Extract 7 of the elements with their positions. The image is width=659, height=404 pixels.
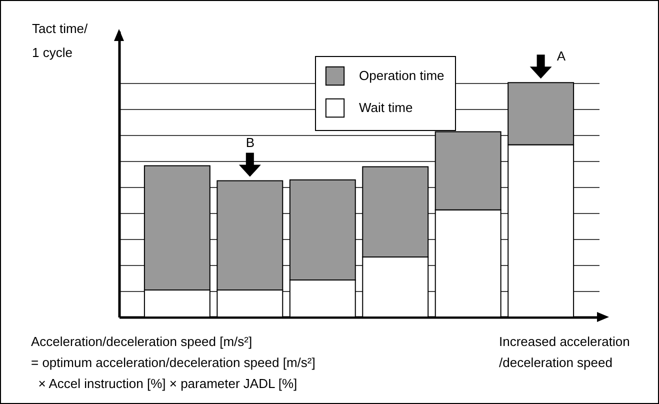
legend-label: Wait time — [359, 100, 413, 115]
annotation: B — [246, 134, 255, 150]
x-axis-title: Increased acceleration /deceleration speed — [499, 333, 630, 372]
legend-label: Operation time — [359, 68, 444, 83]
text: A — [556, 48, 566, 64]
text: Acceleration/deceleration speed [m/s²] = optimum acceleration/deceleration speed [m/s²] × Accel instruction [%] × parameter JADL [%] — [31, 333, 316, 393]
y-axis-title: Tact time/ 1 cycle — [32, 20, 88, 62]
